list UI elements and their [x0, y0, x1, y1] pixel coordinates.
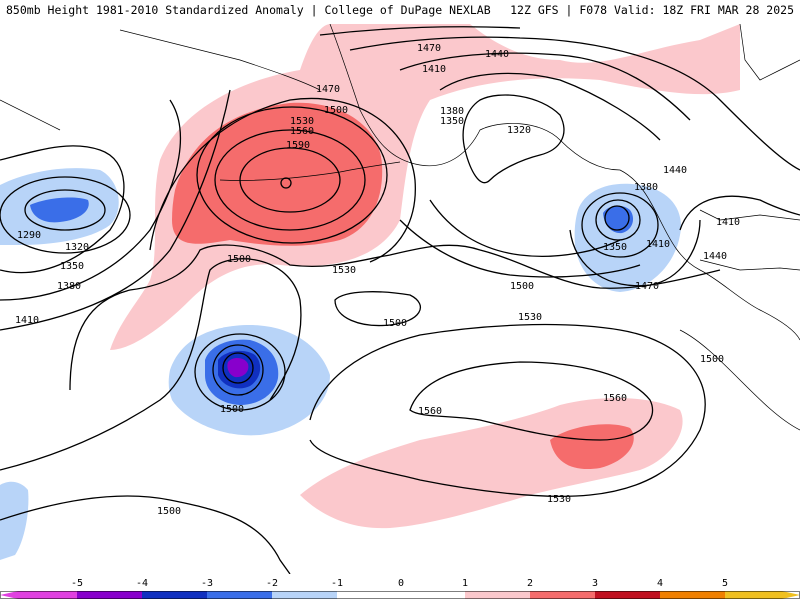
- coastlines: [0, 24, 800, 431]
- contour-label: 1530: [518, 312, 542, 323]
- negative-anomaly-central-core: [227, 358, 249, 378]
- contour-labels: 1470 1440 1410 1470 1500 1530 1560 1590 …: [15, 43, 740, 517]
- contour-label: 1590: [286, 140, 310, 151]
- colorbar-seg-neg5: [18, 591, 77, 599]
- contour-label: 1530: [547, 494, 571, 505]
- valid-time: 12Z GFS | F078 Valid: 18Z FRI MAR 28 202…: [510, 3, 794, 17]
- colorbar-tick-label: 4: [656, 578, 664, 589]
- contour-label: 1290: [17, 230, 41, 241]
- colorbar-tick-label: -4: [135, 578, 149, 589]
- colorbar-seg-pos2: [530, 591, 595, 599]
- contour-label: 1410: [422, 64, 446, 75]
- contour-label: 1380: [57, 281, 81, 292]
- contour-label: 1320: [65, 242, 89, 253]
- contour-label: 1470: [316, 84, 340, 95]
- positive-anomaly-south: [300, 398, 683, 529]
- positive-anomaly-core: [172, 102, 383, 246]
- colorbar-seg-zero: [337, 591, 465, 599]
- contour-label: 1500: [157, 506, 181, 517]
- contour-label: 1530: [290, 116, 314, 127]
- contour-label: 1380: [634, 182, 658, 193]
- map-title: 850mb Height 1981-2010 Standardized Anom…: [6, 3, 491, 17]
- contour-label: 1500: [220, 404, 244, 415]
- colorbar-seg-pos1: [465, 591, 530, 599]
- contour-label: 1440: [703, 251, 727, 262]
- contour-label: 1530: [332, 265, 356, 276]
- colorbar: -5 -4 -3 -2 -1 0 1 2 3 4 5: [0, 578, 800, 600]
- colorbar-tick-label: -5: [70, 578, 84, 589]
- colorbar-tick-label: -2: [265, 578, 279, 589]
- colorbar-tick-label: 1: [461, 578, 469, 589]
- colorbar-tick-label: 2: [526, 578, 534, 589]
- contour-label: 1440: [663, 165, 687, 176]
- map-header: 850mb Height 1981-2010 Standardized Anom…: [0, 0, 800, 20]
- colorbar-tick-label: 5: [721, 578, 729, 589]
- colorbar-pos-arrow: [782, 591, 800, 599]
- contour-label: 1560: [603, 393, 627, 404]
- colorbar-tick-label: -3: [200, 578, 214, 589]
- contour-label: 1380: [440, 106, 464, 117]
- contour-label: 1560: [418, 406, 442, 417]
- map-canvas: 1470 1440 1410 1470 1500 1530 1560 1590 …: [0, 24, 800, 574]
- height-contours: [0, 26, 800, 574]
- weather-map: 1470 1440 1410 1470 1500 1530 1560 1590 …: [0, 24, 800, 574]
- contour-label: 1410: [15, 315, 39, 326]
- contour-label: 1500: [227, 254, 251, 265]
- colorbar-seg-neg1: [272, 591, 337, 599]
- positive-anomaly-north: [110, 24, 740, 350]
- contour-label: 1350: [440, 116, 464, 127]
- contour-label: 1500: [383, 318, 407, 329]
- negative-anomaly-sw: [0, 481, 29, 560]
- colorbar-seg-pos4: [660, 591, 725, 599]
- colorbar-seg-neg4: [77, 591, 142, 599]
- contour-label: 1500: [324, 105, 348, 116]
- colorbar-strip: [0, 591, 800, 599]
- contour-label: 1440: [485, 49, 509, 60]
- contour-label: 1470: [635, 281, 659, 292]
- colorbar-seg-pos3: [595, 591, 660, 599]
- contour-label: 1470: [417, 43, 441, 54]
- negative-anomaly-west-core: [30, 197, 89, 223]
- contour-label: 1560: [290, 126, 314, 137]
- contour-label: 1350: [603, 242, 627, 253]
- colorbar-neg-arrow: [0, 591, 18, 599]
- colorbar-seg-neg2: [207, 591, 272, 599]
- colorbar-seg-neg3: [142, 591, 207, 599]
- contour-label: 1410: [716, 217, 740, 228]
- contour-label: 1500: [510, 281, 534, 292]
- contour-label: 1500: [700, 354, 724, 365]
- colorbar-tick-label: 0: [397, 578, 405, 589]
- positive-anomaly-south-core: [550, 424, 634, 470]
- colorbar-seg-pos5: [725, 591, 782, 599]
- colorbar-tick-label: -1: [330, 578, 344, 589]
- contour-label: 1350: [60, 261, 84, 272]
- colorbar-tick-label: 3: [591, 578, 599, 589]
- contour-label: 1320: [507, 125, 531, 136]
- contour-label: 1410: [646, 239, 670, 250]
